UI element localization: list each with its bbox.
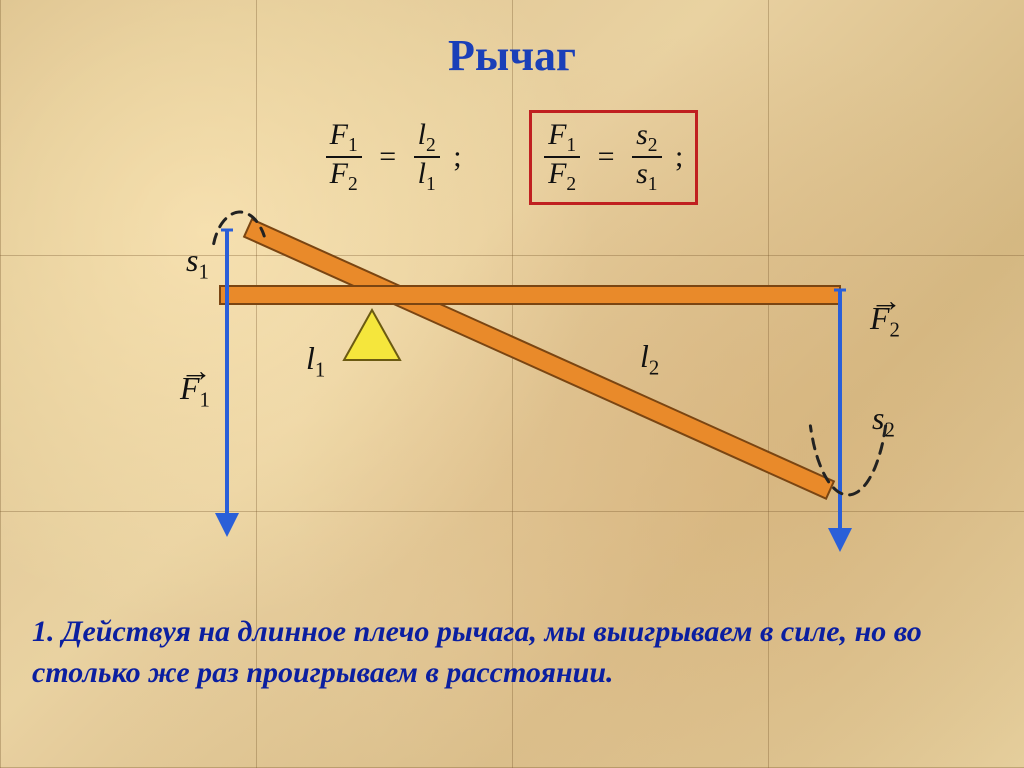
label-l2: l2 [640,338,659,380]
label-l1: l1 [306,340,325,382]
label-s2: s2 [872,400,895,442]
label-F1: →F1 [180,370,210,412]
label-F2: →F2 [870,300,900,342]
caption-text: 1. Действуя на длинное плечо рычага, мы … [32,612,992,693]
label-s1: s1 [186,242,209,284]
